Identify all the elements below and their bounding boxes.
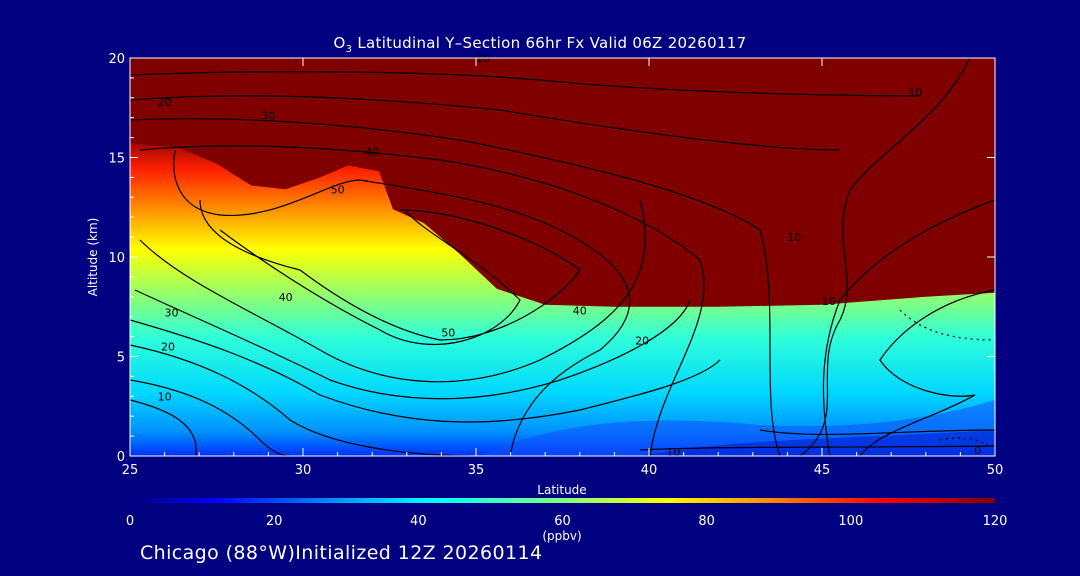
x-tick-label: 35 xyxy=(468,463,485,478)
colorbar-tick-label: 60 xyxy=(554,514,571,529)
contour-line xyxy=(130,95,841,151)
contour-line xyxy=(173,149,631,456)
colorbar-tick-label: 20 xyxy=(266,514,283,529)
contour-label: 20 xyxy=(635,335,649,348)
contour-line xyxy=(859,289,995,456)
contour-label: 30 xyxy=(261,110,275,123)
y-tick-label: 15 xyxy=(108,152,125,167)
contour-label: 40 xyxy=(365,146,379,159)
species-symbol: O xyxy=(333,34,346,52)
contour-line xyxy=(130,344,471,456)
y-tick-label: 10 xyxy=(108,251,125,266)
contour-lines xyxy=(130,58,995,456)
contour-label: 50 xyxy=(331,183,345,196)
contour-line xyxy=(759,429,995,436)
contour-line xyxy=(130,71,921,97)
x-tick-label: 50 xyxy=(987,463,1004,478)
colorbar-tick-label: 100 xyxy=(838,514,863,529)
contour-label: 20 xyxy=(161,341,175,354)
saturated-ozone-region xyxy=(130,58,995,307)
colorbar-tick-label: 0 xyxy=(126,514,134,529)
y-tick-label: 20 xyxy=(108,52,125,67)
contour-line xyxy=(199,199,581,341)
contour-line xyxy=(130,399,197,456)
contour-line xyxy=(822,199,995,456)
contour-label: 10 xyxy=(158,390,172,403)
colorbar xyxy=(130,498,995,503)
x-axis-ticks: 25 30 35 40 45 50 xyxy=(122,58,1004,478)
contour-line xyxy=(139,199,646,383)
contour-label: 10 xyxy=(908,86,922,99)
x-tick-label: 25 xyxy=(122,463,139,478)
x-tick-label: 40 xyxy=(641,463,658,478)
contour-label: 10 xyxy=(666,446,680,459)
contour-label: 10 xyxy=(787,231,801,244)
colorbar-units: (ppbv) xyxy=(542,529,581,543)
colorbar-tick-label: 80 xyxy=(698,514,715,529)
y-axis-label: Altitude (km) xyxy=(86,218,100,297)
x-tick-label: 30 xyxy=(295,463,312,478)
x-axis-label: Latitude xyxy=(537,483,586,497)
contour-label: 0 xyxy=(974,444,981,457)
contour-line xyxy=(130,118,781,456)
colorbar-ticks: 0 20 40 60 80 100 120 xyxy=(126,514,1008,529)
ozone-field xyxy=(130,58,995,456)
contour-label: 10 xyxy=(822,295,836,308)
contour-line xyxy=(139,145,705,456)
colorbar-tick-label: 120 xyxy=(983,514,1008,529)
contour-label: 40 xyxy=(279,291,293,304)
y-axis-ticks: 0 5 10 15 20 xyxy=(108,52,995,465)
y-tick-label: 0 xyxy=(117,450,125,465)
x-tick-label: 45 xyxy=(814,463,831,478)
title-text: Latitudinal Y–Section 66hr Fx Valid 06Z … xyxy=(352,34,747,52)
contour-label: 50 xyxy=(441,327,455,340)
contour-label: 20 xyxy=(158,96,172,109)
model-init-footer: Chicago (88°W)Initialized 12Z 20260114 xyxy=(140,542,543,564)
contour-label: 30 xyxy=(165,307,179,320)
contour-line xyxy=(799,58,971,456)
chart-title: O3 Latitudinal Y–Section 66hr Fx Valid 0… xyxy=(0,34,1080,55)
contour-line xyxy=(130,319,721,423)
contour-line xyxy=(639,445,995,451)
contour-label: 40 xyxy=(573,305,587,318)
species-subscript: 3 xyxy=(345,44,353,55)
contour-line xyxy=(219,209,521,345)
contour-line xyxy=(130,379,291,456)
contour-line xyxy=(134,289,691,400)
lowest-ozone-band xyxy=(640,430,995,456)
y-tick-label: 5 xyxy=(117,351,125,366)
colorbar-tick-label: 40 xyxy=(410,514,427,529)
